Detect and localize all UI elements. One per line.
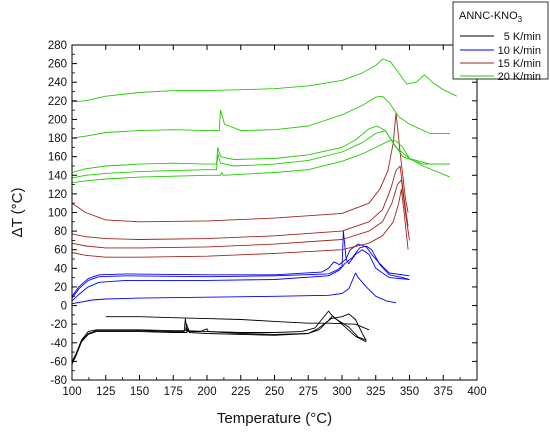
x-tick-label: 125 — [96, 386, 115, 398]
y-tick-label: 60 — [54, 245, 67, 257]
x-tick-label: 350 — [400, 386, 419, 398]
legend-label-5kmin: 5 K/min — [504, 31, 541, 43]
series-line-10kmin-4 — [71, 272, 397, 305]
x-tick-label: 225 — [231, 386, 250, 398]
y-tick-label: 100 — [48, 208, 67, 220]
axes: 100 125 150 175 200 225 250 275 300 325 350 375 400-… — [48, 40, 487, 398]
legend-title-subscript: 3 — [518, 15, 523, 24]
y-axis-title: ΔT (°C) — [9, 188, 26, 238]
x-tick-label: 300 — [332, 386, 351, 398]
series-line-5kmin-3 — [71, 313, 367, 365]
legend-label-20kmin: 20 K/min — [498, 71, 541, 83]
y-tick-label: 140 — [48, 170, 67, 182]
x-tick-label: 400 — [467, 386, 486, 398]
series-line-15kmin-8 — [71, 188, 409, 258]
series-line-20kmin-14 — [71, 125, 450, 173]
x-tick-label: 175 — [164, 386, 183, 398]
plot-area — [71, 58, 457, 365]
x-tick-label: 200 — [197, 386, 216, 398]
y-tick-label: 120 — [48, 189, 67, 201]
legend-label-15kmin: 15 K/min — [498, 58, 541, 70]
series-line-15kmin-10 — [71, 165, 409, 240]
x-tick-label: 250 — [265, 386, 284, 398]
legend-title: ANNC-KNO3 — [459, 10, 523, 24]
x-tick-label: 150 — [130, 386, 149, 398]
legend: ANNC-KNO3 5 K/min 10 K/min 15 K/min 20 K… — [452, 1, 549, 83]
y-tick-label: -20 — [50, 319, 67, 331]
y-tick-label: -80 — [50, 375, 67, 387]
x-tick-label: 375 — [434, 386, 453, 398]
legend-title-main: ANNC-KNO — [459, 10, 518, 22]
y-tick-label: -40 — [50, 338, 67, 350]
legend-frame — [452, 1, 549, 80]
series-line-20kmin-16 — [71, 58, 457, 103]
series-line-10kmin-5 — [71, 245, 410, 302]
y-tick-label: 280 — [48, 40, 67, 52]
y-tick-label: 160 — [48, 152, 67, 164]
series-line-20kmin-15 — [71, 95, 450, 139]
y-tick-label: 80 — [54, 226, 67, 238]
legend-label-10kmin: 10 K/min — [498, 45, 541, 57]
y-tick-label: 180 — [48, 133, 67, 145]
series-line-10kmin-7 — [71, 243, 410, 297]
x-tick-label: 325 — [366, 386, 385, 398]
x-tick-label: 100 — [62, 386, 81, 398]
y-tick-label: 240 — [48, 77, 67, 89]
y-tick-label: -60 — [50, 356, 67, 368]
series-line-15kmin-9 — [71, 179, 410, 249]
x-axis-title: Temperature (°C) — [217, 410, 332, 427]
y-tick-label: 200 — [48, 114, 67, 126]
series-line-20kmin-12 — [71, 140, 451, 184]
x-tick-label: 275 — [299, 386, 318, 398]
y-tick-label: 0 — [61, 301, 67, 313]
series-line-10kmin-6 — [71, 230, 410, 299]
series-line-15kmin-11 — [71, 112, 409, 223]
y-tick-label: 260 — [48, 59, 67, 71]
y-tick-label: 20 — [54, 282, 67, 294]
y-tick-label: 40 — [54, 263, 67, 275]
series-line-5kmin-2 — [71, 315, 367, 364]
y-tick-label: 220 — [48, 96, 67, 108]
